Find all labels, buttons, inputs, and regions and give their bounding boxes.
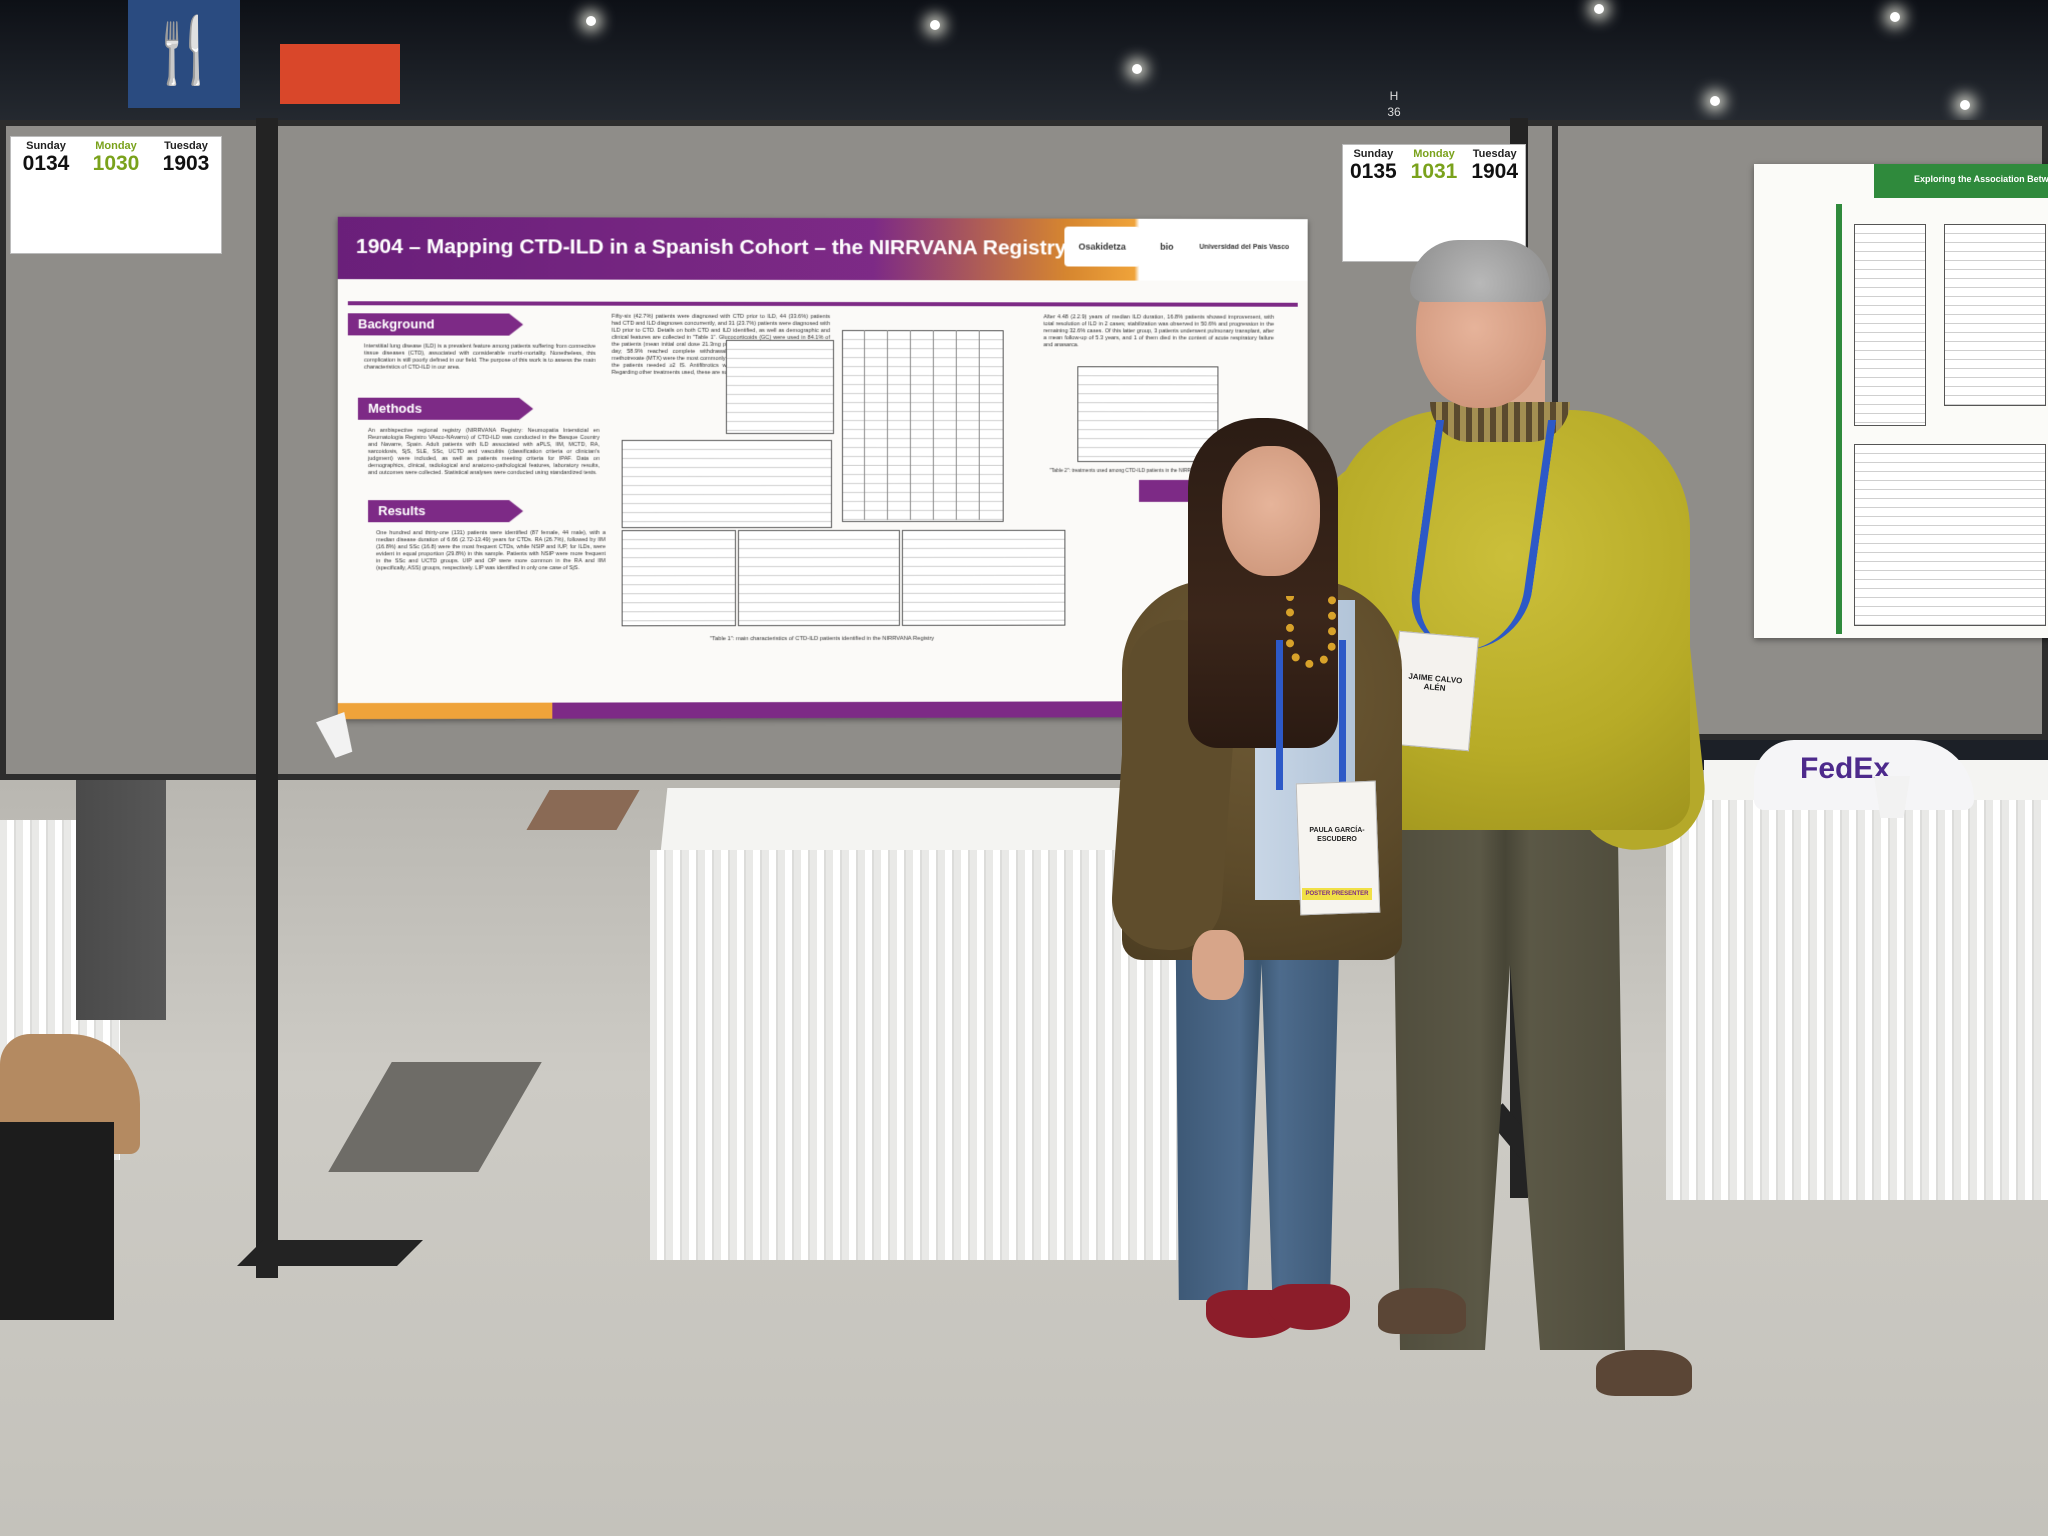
table-1-caption: "Table 1": main characteristics of CTD-I… bbox=[710, 636, 934, 642]
table-skirt-right bbox=[1666, 800, 2048, 1200]
ceiling-light bbox=[586, 16, 596, 26]
schedule-day: Tuesday bbox=[1464, 145, 1525, 160]
schedule-number: 1903 bbox=[151, 152, 221, 176]
adjacent-poster-chart bbox=[1944, 224, 2046, 406]
schedule-day: Tuesday bbox=[151, 137, 221, 152]
table-top-center bbox=[661, 788, 1168, 852]
schedule-number: 0134 bbox=[11, 152, 81, 176]
adjacent-poster: Exploring the Association Between... bbox=[1754, 164, 2048, 638]
woman-hand bbox=[1192, 930, 1244, 1000]
poster-title: 1904 – Mapping CTD-ILD in a Spanish Coho… bbox=[356, 235, 1066, 261]
section-background: Background bbox=[348, 313, 509, 335]
schedule-number: 1030 bbox=[81, 152, 151, 176]
schedule-day: Monday bbox=[81, 137, 151, 152]
adjacent-poster-title: Exploring the Association Between... bbox=[1914, 174, 2048, 184]
board-foot bbox=[237, 1240, 423, 1266]
woman-face bbox=[1222, 446, 1320, 576]
section-methods: Methods bbox=[358, 398, 519, 420]
black-bag bbox=[0, 1122, 114, 1320]
schedule-day: Monday bbox=[1404, 145, 1465, 160]
results-text: One hundred and thirty-one (131) patient… bbox=[376, 530, 605, 572]
ceiling-light bbox=[1710, 96, 1720, 106]
schedule-card-left: Sunday 0134 Monday 1030 Tuesday 1903 bbox=[10, 136, 222, 254]
ceiling-light bbox=[930, 20, 940, 30]
table-2-treatments bbox=[1077, 366, 1218, 462]
adjacent-poster-table bbox=[1854, 444, 2046, 626]
fork-knife-icon: 🍴 bbox=[128, 0, 240, 108]
table-grid bbox=[842, 330, 1002, 520]
methods-text: An ambispective regional registry (NIRRV… bbox=[368, 428, 599, 477]
section-results: Results bbox=[368, 500, 509, 522]
ceiling-light bbox=[1890, 12, 1900, 22]
schedule-day: Sunday bbox=[11, 137, 81, 152]
ceiling-light bbox=[1594, 4, 1604, 14]
logo-osakidetza: Osakidetza bbox=[1064, 227, 1140, 267]
woman-badge-name: PAULA GARCÍA-ESCUDERO bbox=[1300, 826, 1374, 844]
ceiling-light bbox=[1132, 64, 1142, 74]
logo-university: Universidad del País Vasco bbox=[1195, 227, 1294, 267]
woman-lanyard bbox=[1276, 640, 1346, 790]
poster-presenter-ribbon: POSTER PRESENTER bbox=[1302, 888, 1372, 900]
schedule-day: Sunday bbox=[1343, 145, 1404, 160]
bystander-legs bbox=[76, 780, 166, 1020]
schedule-number: 1904 bbox=[1464, 160, 1525, 184]
table-skirt-center bbox=[650, 850, 1190, 1260]
table-outcomes bbox=[902, 530, 1065, 626]
table-clinical-features bbox=[622, 530, 736, 626]
man-hair bbox=[1410, 240, 1550, 302]
board-pole bbox=[256, 118, 278, 1278]
right-results-text: After 4.48 (2.2.9) years of median ILD d… bbox=[1044, 314, 1274, 349]
woman-shoe bbox=[1268, 1284, 1350, 1330]
background-text: Interstitial lung disease (ILD) is a pre… bbox=[364, 343, 596, 371]
table-laboratory bbox=[738, 530, 900, 626]
ceiling-light bbox=[1960, 100, 1970, 110]
man-shoe bbox=[1596, 1350, 1692, 1396]
red-overhead-sign bbox=[280, 44, 400, 104]
schedule-number: 1031 bbox=[1404, 160, 1465, 184]
adjacent-poster-text-block bbox=[1854, 224, 1926, 426]
adjacent-poster-sidebar bbox=[1836, 204, 1842, 634]
aisle-sign: H 36 bbox=[1386, 88, 1402, 122]
logo-bio: bio bbox=[1145, 227, 1189, 267]
poster-divider bbox=[348, 301, 1298, 307]
man-shoe bbox=[1378, 1288, 1466, 1334]
table-1-demographics bbox=[622, 440, 832, 528]
schedule-number: 0135 bbox=[1343, 160, 1404, 184]
table-ild-types bbox=[726, 340, 834, 434]
